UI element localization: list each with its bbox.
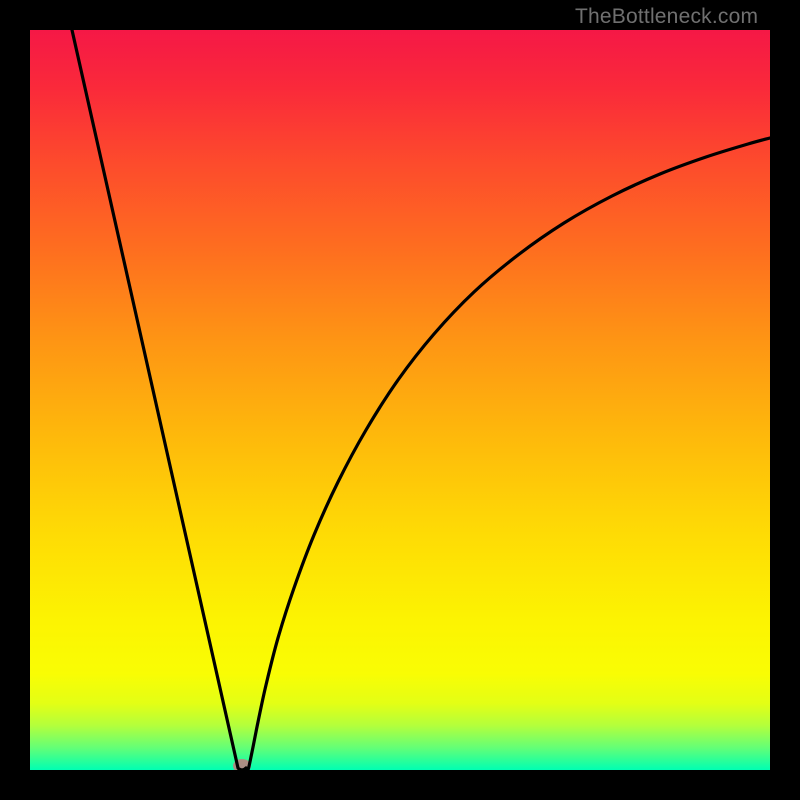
chart-frame: TheBottleneck.com bbox=[0, 0, 800, 800]
watermark-text: TheBottleneck.com bbox=[575, 5, 758, 29]
curve-path bbox=[72, 30, 770, 770]
bottleneck-curve bbox=[30, 30, 770, 770]
plot-area bbox=[30, 30, 770, 770]
